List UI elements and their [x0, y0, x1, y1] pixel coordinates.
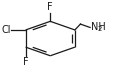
- Text: 2: 2: [97, 26, 101, 32]
- Text: Cl: Cl: [1, 25, 11, 35]
- Text: F: F: [47, 2, 53, 12]
- Text: NH: NH: [91, 22, 105, 32]
- Text: F: F: [23, 57, 28, 67]
